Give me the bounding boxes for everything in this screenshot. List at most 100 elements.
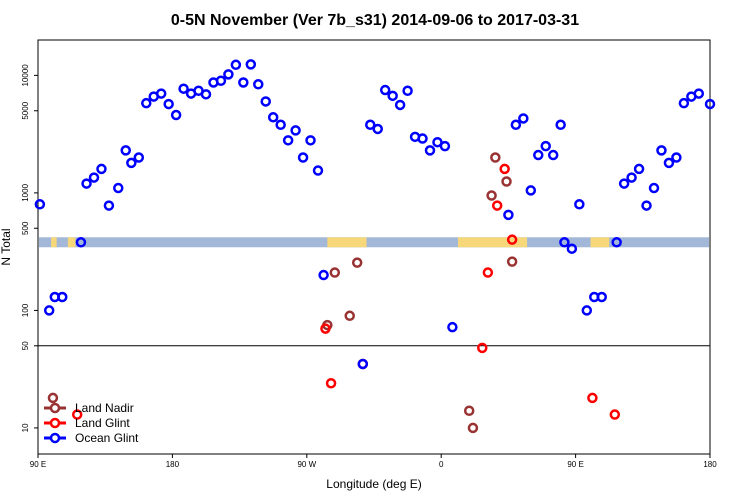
ocean-glint-point-28	[253, 79, 264, 90]
ocean-glint-point-27	[245, 59, 257, 70]
ocean-glint-point-25	[230, 59, 242, 71]
x-tick-label-5: 180	[703, 460, 717, 469]
ocean-glint-point-7	[96, 163, 107, 175]
ocean-glint-point-67	[626, 172, 637, 183]
land-nadir-point-10	[506, 256, 518, 267]
ocean-glint-point-53	[518, 113, 529, 124]
land-nadir-point-8	[490, 152, 501, 163]
y-tick-label-4: 1000	[21, 183, 30, 201]
ocean-glint-point-5	[81, 178, 92, 189]
ocean-glint-point-35	[305, 135, 316, 146]
x-axis-label: Longitude (deg E)	[326, 477, 421, 491]
surface-band	[39, 237, 709, 248]
ocean-glint-point-64	[596, 291, 607, 303]
ocean-glint-point-17	[170, 109, 182, 121]
ocean-glint-point-6	[88, 172, 100, 183]
legend-label-land-nadir: Land Nadir	[75, 401, 134, 415]
land-nadir-point-3	[344, 310, 355, 322]
y-tick-label-6: 10000	[21, 64, 30, 87]
ocean-glint-point-0	[34, 199, 46, 210]
ocean-glint-point-50	[447, 321, 458, 333]
ocean-glint-point-38	[357, 358, 369, 370]
ocean-glint-point-29	[260, 96, 271, 107]
ocean-glint-point-74	[678, 97, 690, 109]
legend-label-ocean-glint: Ocean Glint	[75, 431, 139, 445]
y-axis: 10 50 100 500 1000 5000 10000	[21, 64, 38, 432]
plot-frame	[37, 39, 711, 455]
ocean-glint-point-55	[533, 149, 544, 161]
ocean-glint-point-4	[75, 237, 87, 248]
x-tick-label-3: 0	[439, 460, 444, 469]
ocean-glint-point-52	[510, 119, 522, 131]
land-nadir-point-9	[501, 176, 512, 187]
ocean-glint-point-11	[126, 157, 137, 169]
ocean-glint-point-26	[238, 77, 249, 88]
land-glint-point-0	[71, 409, 83, 420]
ocean-glint-point-33	[290, 125, 301, 136]
land-nadir-point-0	[47, 392, 59, 404]
ocean-glint-point-65	[611, 237, 622, 248]
ocean-glint-point-32	[282, 135, 294, 146]
land-glint-point-1	[320, 323, 331, 334]
ocean-glint-point-8	[103, 200, 115, 211]
ocean-glint-point-16	[163, 98, 174, 110]
x-tick-label-2: 90 W	[297, 460, 316, 469]
ocean-glint-point-18	[178, 83, 189, 94]
ocean-glint-point-62	[581, 305, 593, 316]
ocean-glint-point-57	[547, 149, 559, 161]
ocean-glint-point-13	[141, 97, 152, 109]
x-tick-label-0: 90 E	[30, 460, 46, 469]
surface-band-land-1	[67, 237, 76, 248]
legend-marker-land-glint	[49, 417, 61, 429]
y-tick-label-0: 10	[21, 423, 30, 432]
surface-band-land-3	[458, 237, 528, 248]
ocean-glint-point-1	[43, 305, 55, 316]
ocean-glint-point-56	[540, 140, 551, 152]
surface-band-land-0	[51, 237, 57, 248]
ocean-glint-point-76	[693, 88, 705, 99]
ocean-glint-point-36	[312, 165, 324, 176]
y-axis-label: N Total	[0, 228, 13, 265]
land-glint-point-4	[477, 342, 488, 354]
ocean-glint-point-21	[200, 89, 212, 100]
land-nadir-point-2	[329, 267, 341, 278]
ocean-glint-point-58	[555, 119, 566, 131]
land-nadir-point-4	[351, 257, 363, 268]
ocean-glint-point-31	[275, 119, 286, 131]
ocean-glint-point-66	[618, 178, 630, 189]
ocean-glint-point-42	[387, 90, 398, 102]
ocean-glint-point-39	[365, 119, 376, 131]
ocean-glint-point-9	[113, 182, 124, 194]
ocean-glint-point-40	[372, 123, 383, 135]
ocean-glint-point-47	[424, 145, 436, 156]
ocean-glint-point-44	[402, 85, 413, 96]
y-tick-label-1: 50	[21, 341, 30, 350]
ocean-glint-point-71	[656, 145, 667, 156]
x-tick-label-4: 90 E	[567, 460, 583, 469]
ocean-glint-point-73	[671, 152, 682, 163]
data-points	[34, 59, 716, 434]
ocean-glint-point-37	[318, 269, 329, 281]
legend-label-land-glint: Land Glint	[75, 416, 130, 430]
surface-band-land-4	[590, 237, 610, 248]
y-tick-label-2: 100	[21, 303, 30, 317]
land-glint-point-9	[587, 392, 598, 404]
ocean-glint-point-69	[641, 200, 652, 211]
surface-band-land-2	[327, 237, 367, 248]
ocean-glint-point-61	[574, 199, 585, 210]
y-tick-label-3: 500	[21, 221, 30, 235]
ocean-glint-point-15	[155, 88, 167, 99]
chart-title: 0-5N November (Ver 7b_s31) 2014-09-06 to…	[171, 12, 579, 29]
land-nadir-point-6	[467, 422, 479, 434]
land-glint-point-6	[491, 200, 503, 211]
ocean-glint-point-34	[297, 152, 309, 163]
ocean-glint-point-23	[215, 75, 227, 87]
surface-band-ocean	[39, 237, 709, 248]
ocean-glint-point-60	[566, 243, 578, 254]
ocean-glint-point-3	[57, 291, 68, 303]
ocean-glint-point-59	[559, 237, 570, 248]
x-axis: 90 E 180 90 W 0 90 E 180	[30, 454, 717, 469]
